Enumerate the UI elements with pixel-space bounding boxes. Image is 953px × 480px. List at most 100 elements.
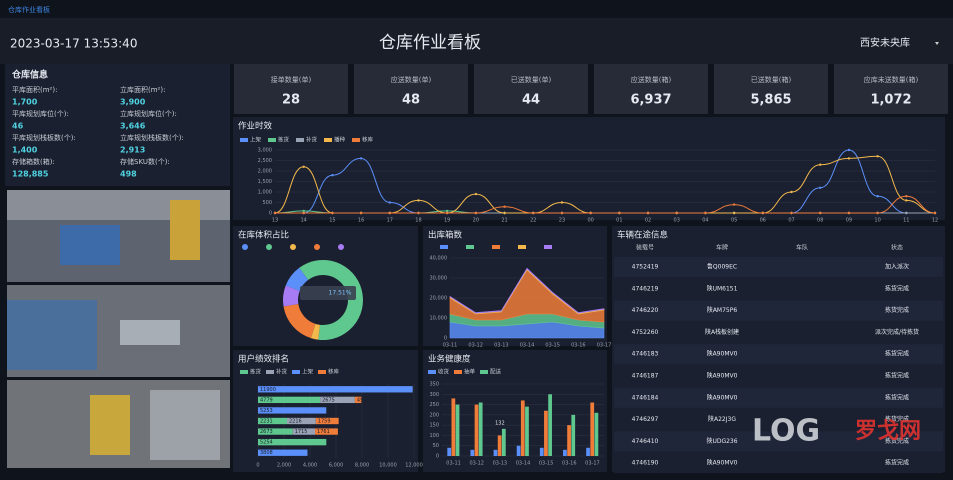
table-row	[614, 344, 943, 365]
legend-marker	[240, 138, 248, 142]
tooltip-text: 17.51%	[329, 290, 352, 297]
bar-segment	[315, 428, 338, 435]
bar	[447, 447, 452, 456]
line-point	[761, 211, 765, 215]
table-cell: 4746297	[632, 416, 659, 423]
kpi-label: 应送数量(单)	[391, 75, 432, 84]
line-point	[560, 211, 564, 215]
table-cell: 4746410	[632, 438, 659, 445]
donut-slice	[285, 267, 309, 291]
chart-title: 业务健康度	[428, 354, 471, 365]
line-point	[933, 211, 937, 215]
legend-marker	[544, 245, 552, 249]
camera-3-shelf	[150, 390, 220, 460]
y-tick-label: 100	[429, 433, 439, 439]
bar	[563, 449, 567, 456]
line-point	[560, 201, 564, 204]
legend-marker	[440, 245, 448, 249]
legend-marker	[454, 370, 462, 374]
legend-marker	[292, 370, 300, 374]
table-header: 车队	[796, 244, 808, 252]
y-tick-label: 500	[262, 200, 272, 206]
bar-label: 2675	[322, 397, 335, 403]
page-title: 仓库作业看板	[379, 33, 481, 53]
line-point	[905, 199, 908, 202]
x-tick-label: 03-17	[597, 343, 612, 349]
bar-segment	[258, 407, 327, 414]
info-title: 仓库信息	[11, 69, 48, 81]
line-point	[905, 195, 908, 198]
x-tick-label: 03-15	[539, 461, 554, 467]
legend-label: 拣货	[250, 368, 262, 376]
chart-title: 用户绩效排名	[238, 354, 289, 365]
table-cell: 4746219	[632, 285, 659, 292]
dropdown-arrow[interactable]	[935, 42, 939, 45]
table-cell: 拣货完成	[885, 437, 909, 445]
line-point	[331, 174, 334, 177]
x-tick-label: 12	[932, 218, 938, 224]
table-cell: 陕A90MV0	[707, 350, 738, 358]
table-cell: 4752419	[632, 264, 659, 271]
y-tick-label: 40,000	[430, 256, 448, 262]
x-tick-label: 07	[788, 218, 794, 224]
camera-feeds	[7, 190, 230, 468]
bar-segment	[287, 417, 316, 425]
bar	[590, 402, 595, 456]
x-tick-label: 03-12	[469, 461, 484, 467]
x-tick-label: 04	[702, 218, 708, 224]
bar	[455, 404, 460, 456]
table-cell: 拣货完成	[885, 459, 909, 467]
table-row	[614, 453, 943, 474]
header-bar	[0, 18, 953, 64]
info-panel	[5, 64, 230, 186]
line-point	[790, 190, 793, 194]
chart-title: 在库体积占比	[238, 230, 289, 241]
table-cell: 陕AM75P6	[707, 306, 738, 314]
donut-slice	[283, 304, 316, 339]
kpi-value: 48	[402, 93, 420, 108]
x-tick-label: 03-16	[562, 461, 577, 467]
kpi-value: 6,937	[630, 93, 671, 108]
table-header: 装载号	[636, 244, 654, 252]
table-cell: 鲁Q009EC	[707, 263, 737, 271]
bar	[470, 449, 475, 456]
x-tick-label: 03-11	[446, 461, 461, 467]
bar-label: 2231	[260, 419, 273, 425]
bar-segment	[258, 386, 413, 393]
chart-title: 出库箱数	[428, 230, 463, 241]
line-point	[876, 195, 879, 198]
warehouse-select[interactable]: 西安未央库	[860, 36, 910, 49]
info-label: 立库规划库位(个):	[120, 109, 177, 118]
line-point	[819, 211, 822, 215]
kpi-value: 1,072	[870, 93, 911, 108]
table-cell: 拣货完成	[885, 393, 909, 401]
x-tick-label: 8,000	[355, 463, 369, 469]
x-tick-label: 05	[731, 218, 737, 224]
y-tick-label: 50	[433, 443, 439, 449]
legend-marker	[466, 245, 474, 249]
x-tick-label: 17	[387, 218, 393, 224]
x-tick-label: 03-13	[494, 343, 509, 349]
line-point	[445, 211, 449, 215]
info-value: 2,913	[120, 146, 145, 155]
line-point	[359, 157, 363, 160]
legend-marker	[492, 245, 500, 249]
y-tick-label: 2,000	[258, 169, 272, 175]
bar-label: 5253	[260, 408, 273, 414]
bar	[567, 425, 571, 456]
kpi-label: 应送数量(箱)	[631, 75, 672, 84]
x-tick-label: 00	[587, 218, 593, 224]
y-tick-label: 0	[436, 454, 439, 460]
table-row	[614, 257, 943, 277]
info-label: 存储箱数(箱):	[12, 157, 55, 166]
x-tick-label: 21	[501, 218, 507, 224]
x-tick-label: 03-14	[516, 461, 531, 467]
bar-segment	[258, 438, 327, 446]
chart-title: 作业时效	[238, 121, 273, 132]
line-series	[275, 195, 936, 214]
table-cell: 4746184	[632, 394, 659, 401]
y-tick-label: 20,000	[430, 296, 448, 302]
kpi-card	[234, 64, 348, 114]
info-label: 平库规划栈板数(个):	[12, 133, 76, 142]
bar	[474, 404, 479, 456]
